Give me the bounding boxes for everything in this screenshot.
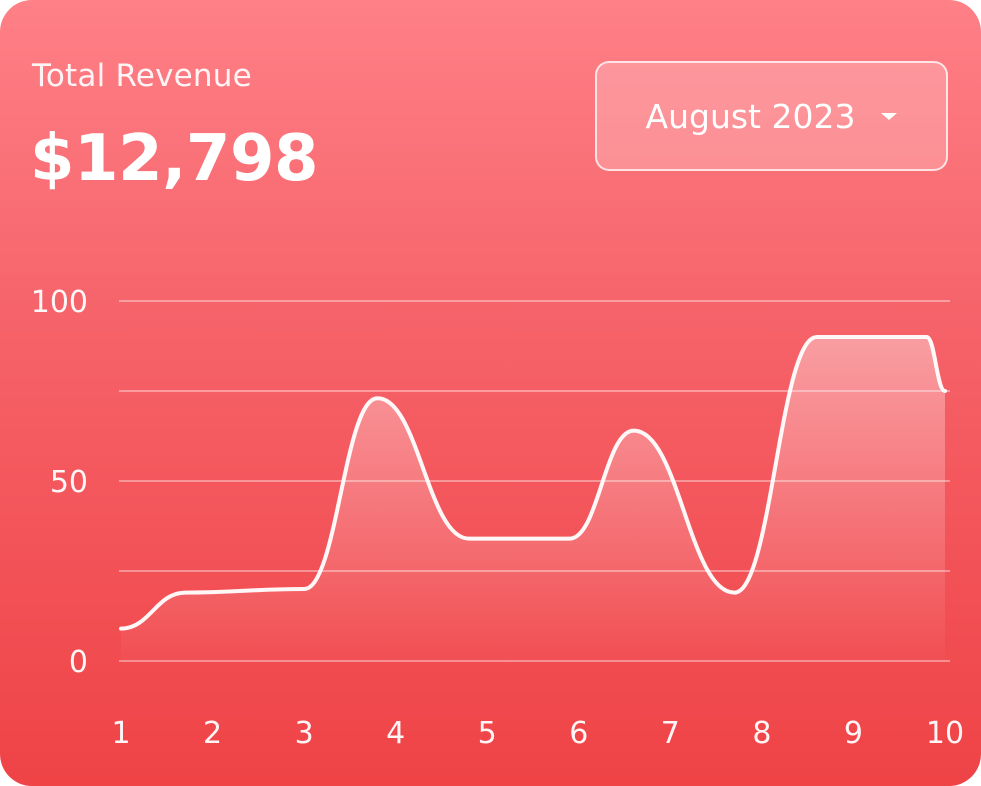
total-amount: $12,798 bbox=[30, 122, 319, 196]
card-title: Total Revenue bbox=[32, 58, 252, 94]
x-tick-label: 9 bbox=[844, 716, 863, 751]
month-select-label: August 2023 bbox=[645, 96, 856, 136]
x-tick-label: 5 bbox=[478, 716, 497, 751]
month-select[interactable]: August 2023 bbox=[595, 61, 948, 171]
y-tick-label: 0 bbox=[69, 645, 88, 680]
x-tick-label: 6 bbox=[569, 716, 588, 751]
x-tick-label: 10 bbox=[926, 716, 964, 751]
x-tick-label: 3 bbox=[295, 716, 314, 751]
y-tick-label: 100 bbox=[31, 285, 88, 320]
chevron-down-icon bbox=[881, 112, 898, 120]
x-tick-label: 2 bbox=[203, 716, 222, 751]
x-tick-label: 4 bbox=[386, 716, 405, 751]
x-tick-label: 7 bbox=[661, 716, 680, 751]
y-tick-label: 50 bbox=[50, 465, 88, 500]
x-tick-label: 1 bbox=[111, 716, 130, 751]
x-tick-label: 8 bbox=[752, 716, 771, 751]
series-area bbox=[121, 337, 945, 661]
series-line bbox=[119, 334, 947, 631]
